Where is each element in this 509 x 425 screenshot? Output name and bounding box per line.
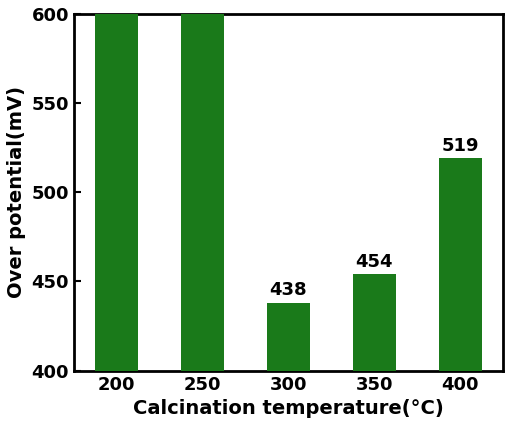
X-axis label: Calcination temperature(°C): Calcination temperature(°C) (133, 399, 443, 418)
Text: 454: 454 (355, 253, 392, 271)
Text: 438: 438 (269, 281, 306, 299)
Bar (438, 159, 480, 425)
Bar (352, 274, 395, 425)
Bar (267, 303, 309, 425)
Bar (181, 14, 223, 425)
Bar (95, 14, 138, 425)
Y-axis label: Over potential(mV): Over potential(mV) (7, 86, 26, 298)
Text: 519: 519 (440, 137, 478, 155)
